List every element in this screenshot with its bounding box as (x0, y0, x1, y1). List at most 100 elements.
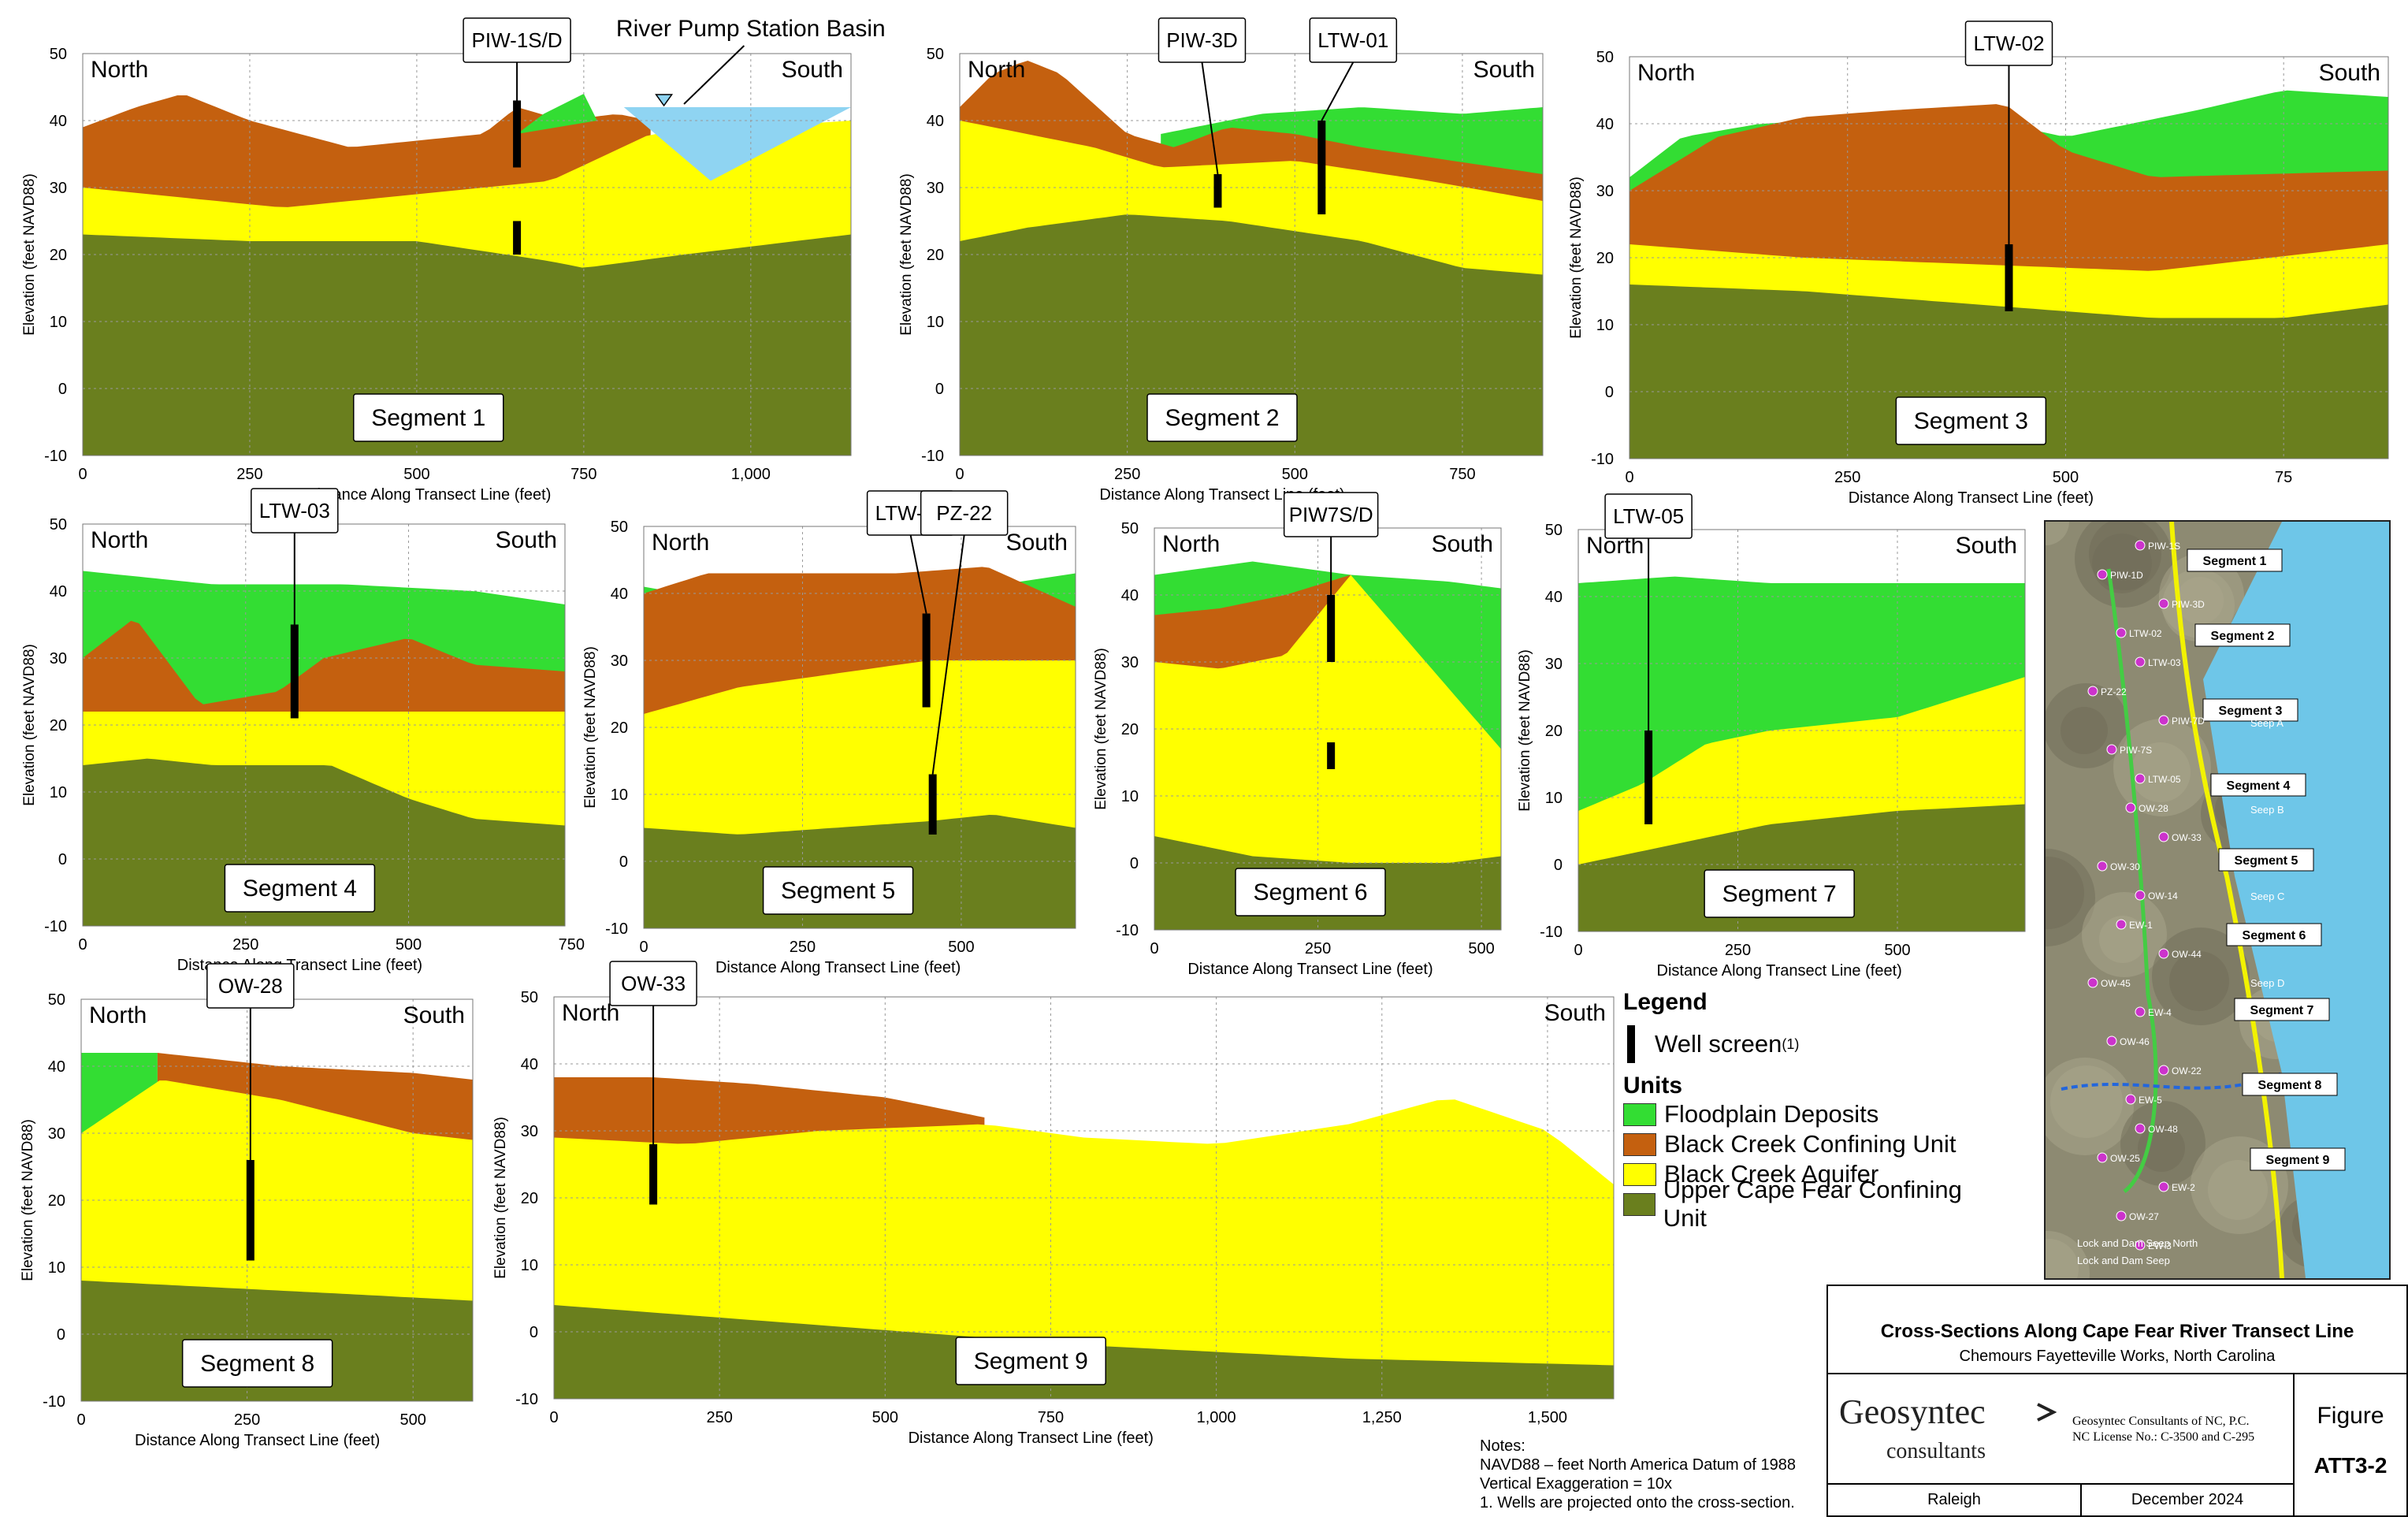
well-screen (1644, 731, 1653, 824)
legend-unit-label: Black Creek Aquifer (1664, 1160, 1879, 1188)
legend-units-title: Units (1623, 1073, 1682, 1099)
segment-label: Segment 3 (1914, 408, 2028, 434)
y-tick-label: -10 (1540, 924, 1563, 941)
map-terrain (2050, 1065, 2123, 1138)
y-tick-label: 30 (927, 180, 944, 197)
title-area: Cross-Sections Along Cape Fear River Tra… (1828, 1286, 2406, 1374)
y-axis-label: Elevation (feet NAVD88) (20, 1119, 36, 1281)
well-label-box (1964, 20, 2053, 66)
legend-unit-upper: Upper Cape Fear Confining Unit (1623, 1176, 2001, 1232)
map-well-label: OW-45 (2101, 978, 2131, 989)
legend-unit-floodplain: Floodplain Deposits (1623, 1099, 2001, 1129)
y-axis-label: Elevation (feet NAVD88) (21, 644, 38, 806)
y-tick-label: 50 (48, 991, 65, 1009)
x-tick-label: 1,250 (1362, 1409, 1402, 1426)
map-well-marker (2135, 656, 2146, 667)
green-line (2106, 568, 2158, 1193)
y-tick-label: 0 (1605, 384, 1614, 401)
map-well-marker (2135, 1123, 2146, 1134)
logo-mark-icon (2037, 1403, 2057, 1422)
well-label: OW-28 (218, 974, 283, 998)
well-screen (928, 774, 937, 835)
map-well-label: LTW-05 (2148, 774, 2181, 785)
x-tick-label: 750 (1038, 1409, 1064, 1426)
x-tick-label: 0 (1574, 942, 1582, 959)
water-level-icon (655, 94, 674, 107)
x-tick-label: 0 (1150, 940, 1158, 957)
x-tick-label: 500 (1468, 940, 1494, 957)
y-tick-label: -10 (921, 448, 944, 465)
map-well-label: PIW-7S (2120, 745, 2152, 756)
well-label-box (463, 17, 571, 63)
license-line-2: NC License No.: C-3500 and C-295 (2072, 1430, 2255, 1444)
segment-label-box (181, 1339, 333, 1388)
map-well-marker (2135, 890, 2146, 901)
transect-line (2169, 522, 2284, 1278)
y-tick-label: 10 (50, 784, 67, 801)
map-well-label: OW-27 (2129, 1211, 2159, 1222)
y-axis-label: Elevation (feet NAVD88) (1517, 649, 1533, 812)
well-label: PIW-3D (1166, 28, 1238, 52)
x-tick-label: 1,500 (1528, 1409, 1567, 1426)
title-block-footer: Raleigh December 2024 (1828, 1483, 2293, 1517)
map-terrain (2152, 928, 2250, 1025)
y-tick-label: 40 (50, 113, 67, 130)
x-tick-label: 250 (1834, 469, 1860, 486)
map-well-label: OW-30 (2110, 861, 2140, 872)
map-well-marker (2106, 744, 2117, 755)
map-well-marker (2158, 831, 2169, 842)
y-tick-label: 40 (927, 113, 944, 130)
segment-label-box (955, 1337, 1106, 1385)
y-tick-label: -10 (44, 448, 67, 465)
y-tick-label: 50 (521, 989, 538, 1006)
company-logo: Geosyntec consultants (1828, 1374, 2064, 1483)
map-terrain (2046, 857, 2084, 929)
map-well-label: OW-22 (2172, 1065, 2202, 1076)
y-tick-label: 20 (1596, 250, 1614, 267)
plot-frame (959, 53, 1544, 456)
y-tick-label: 20 (927, 247, 944, 264)
y-tick-label: 20 (1121, 721, 1139, 738)
notes-title: Notes: (1480, 1437, 1525, 1455)
y-tick-label: 40 (50, 583, 67, 600)
y-tick-label: 40 (611, 586, 628, 603)
map-segment-label: Segment 9 (2266, 1154, 2330, 1167)
x-tick-label: 1,000 (731, 466, 771, 483)
upper-cape-fear-layer (960, 214, 1543, 455)
y-tick-label: 40 (48, 1058, 65, 1076)
x-axis-label: Distance Along Transect Line (feet) (909, 1430, 1154, 1447)
well-label-box (206, 963, 295, 1009)
legend-unit-aquifer: Black Creek Aquifer (1623, 1159, 2001, 1189)
river-basin (623, 107, 851, 181)
y-tick-label: 30 (1121, 654, 1139, 671)
map-well-label: EW-3 (2148, 1240, 2172, 1251)
well-label-box (609, 961, 697, 1006)
y-tick-label: 30 (521, 1123, 538, 1140)
y-tick-label: 10 (611, 786, 628, 804)
segment-label-box (1704, 869, 1855, 918)
plot-frame (553, 996, 1615, 1400)
y-tick-label: 0 (1130, 855, 1139, 872)
x-tick-label: 0 (78, 936, 87, 954)
y-axis-label: Elevation (feet NAVD88) (1093, 648, 1109, 810)
segment-label: Segment 9 (974, 1348, 1088, 1374)
map-terrain (2046, 1239, 2079, 1278)
map-well-marker (2135, 1006, 2146, 1017)
south-label: South (496, 527, 557, 553)
y-tick-label: 20 (48, 1192, 65, 1210)
map-segment-label: Segment 6 (2243, 929, 2306, 943)
segment-label-box (353, 393, 504, 442)
south-label: South (1544, 1000, 1606, 1026)
map-well-marker (2135, 773, 2146, 784)
figure-subtitle: Chemours Fayetteville Works, North Carol… (1959, 1348, 2276, 1365)
map-well-label: OW-46 (2120, 1036, 2150, 1047)
y-tick-label: 0 (58, 381, 67, 398)
map-well-marker (2116, 1210, 2127, 1221)
map-segment-box (2202, 698, 2298, 722)
y-tick-label: 0 (935, 381, 944, 398)
legend-unit-label: Black Creek Confining Unit (1664, 1130, 1956, 1158)
well-label-box (1309, 17, 1398, 63)
notes: Notes: NAVD88 – feet North America Datum… (1480, 1437, 1796, 1512)
